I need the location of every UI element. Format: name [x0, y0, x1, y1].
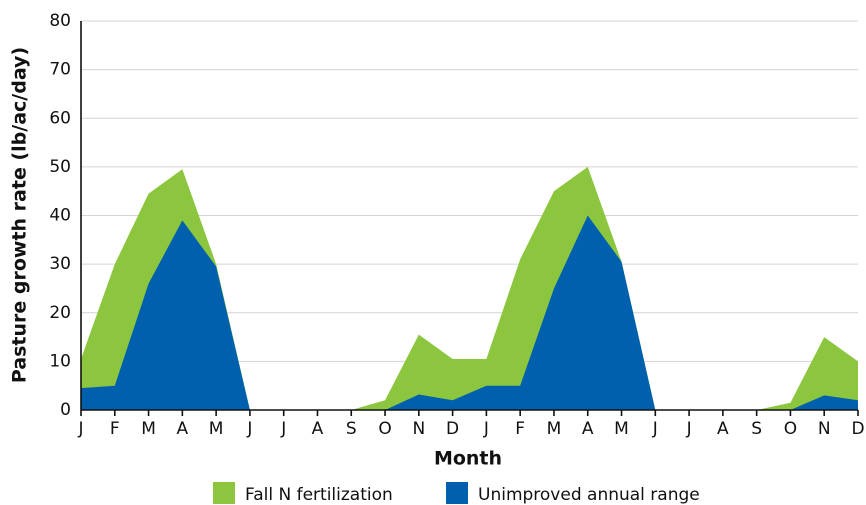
x-tick-label: A — [312, 419, 324, 439]
x-tick-label: O — [378, 419, 391, 439]
x-tick-label: D — [851, 419, 864, 439]
x-axis-label: Month — [434, 448, 502, 470]
y-tick-label: 0 — [60, 400, 71, 420]
x-tick-label: N — [818, 419, 831, 439]
legend-label: Unimproved annual range — [478, 485, 700, 505]
y-axis-label: Pasture growth rate (lb/ac/day) — [9, 47, 31, 383]
x-tick-label: O — [784, 419, 797, 439]
x-tick-label: D — [446, 419, 459, 439]
x-tick-label: J — [77, 419, 83, 439]
x-tick-label: S — [751, 419, 762, 439]
x-tick-label: J — [246, 419, 252, 439]
legend-swatch — [213, 482, 235, 504]
x-tick-label: J — [686, 419, 692, 439]
x-tick-label: F — [110, 419, 120, 439]
x-tick-label: M — [141, 419, 156, 439]
y-tick-label: 30 — [49, 254, 71, 274]
x-tick-label: J — [652, 419, 658, 439]
x-tick-label: M — [209, 419, 224, 439]
x-tick-label: A — [582, 419, 594, 439]
x-tick-label: N — [412, 419, 425, 439]
x-tick-label: S — [346, 419, 357, 439]
x-tick-label: M — [614, 419, 629, 439]
legend-label: Fall N fertilization — [245, 485, 393, 505]
x-tick-label: A — [177, 419, 189, 439]
x-tick-label: J — [280, 419, 286, 439]
x-tick-label: A — [717, 419, 729, 439]
y-tick-label: 50 — [49, 157, 71, 177]
area — [81, 215, 858, 410]
legend-swatch — [446, 482, 468, 504]
y-tick-label: 10 — [49, 351, 71, 371]
y-tick-label: 80 — [49, 11, 71, 31]
x-tick-label: F — [515, 419, 525, 439]
y-tick-label: 70 — [49, 60, 71, 80]
x-tick-label: J — [483, 419, 489, 439]
x-tick-label: M — [547, 419, 562, 439]
y-tick-label: 40 — [49, 206, 71, 226]
y-tick-label: 60 — [49, 108, 71, 128]
y-tick-label: 20 — [49, 303, 71, 323]
